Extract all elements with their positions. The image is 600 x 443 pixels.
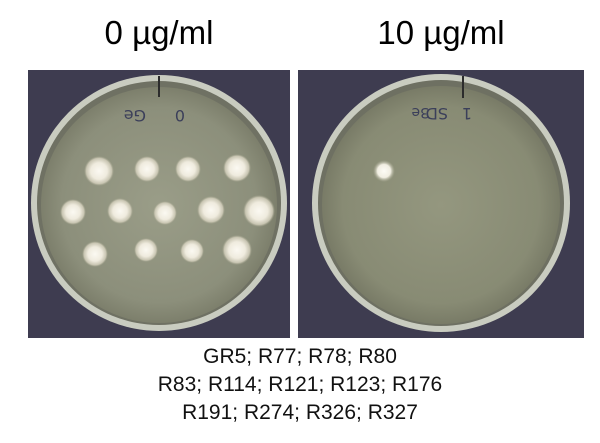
plate-marking-1: 1	[462, 104, 472, 123]
petri-dish-control: Ge 0	[28, 70, 290, 338]
colony	[84, 156, 114, 186]
panel-title-10ugml: 10 µg/ml	[377, 14, 505, 51]
plate-photo-treated: SD 1 3e	[298, 70, 584, 338]
agar-surface	[322, 86, 560, 324]
panel-title-0ugml: 0 µg/ml	[104, 14, 214, 51]
plate-marking-3e: 3e	[411, 104, 429, 120]
colony	[60, 199, 86, 225]
plate-marking-0: 0	[175, 106, 185, 125]
petri-dish-treated: SD 1 3e	[298, 70, 584, 338]
plate-marking-ge: Ge	[124, 106, 146, 125]
colony	[153, 201, 177, 225]
colony	[82, 241, 108, 267]
colony	[134, 238, 158, 262]
colony	[180, 239, 204, 263]
colony	[223, 154, 251, 182]
colony	[222, 235, 252, 265]
colony	[107, 198, 133, 224]
strain-list-line-1: GR5; R77; R78; R80	[203, 345, 397, 368]
strain-list-line-2: R83; R114; R121; R123; R176	[157, 373, 443, 396]
colony	[373, 160, 395, 182]
plate-marking-sd: SD	[426, 104, 448, 123]
colony	[134, 156, 160, 182]
colony	[197, 196, 225, 224]
colony	[243, 195, 275, 227]
colony	[175, 156, 201, 182]
strain-list-line-3: R191; R274; R326; R327	[182, 401, 418, 424]
plate-photo-control: Ge 0	[28, 70, 290, 338]
